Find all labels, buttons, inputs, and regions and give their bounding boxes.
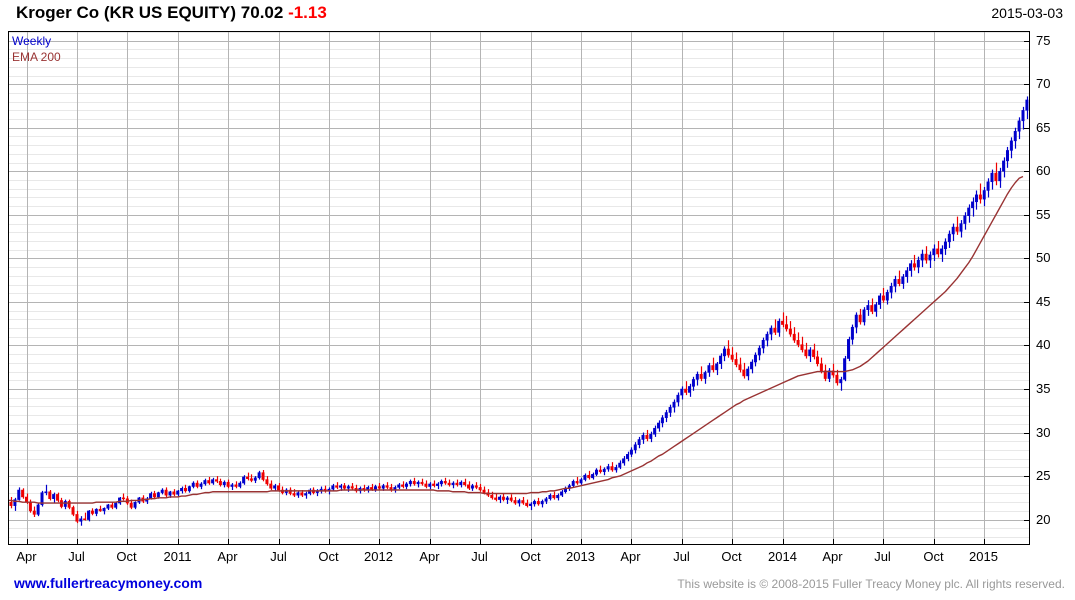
x-axis-tick-label: 2011 (163, 549, 192, 564)
x-axis-tick-label: Jul (673, 549, 690, 564)
axis-tick-marks (27, 41, 1029, 544)
instrument-title: Kroger Co (KR US EQUITY) 70.02 (16, 3, 284, 22)
footer-site-link[interactable]: www.fullertreacymoney.com (14, 575, 203, 591)
y-axis-tick-label: 50 (1036, 249, 1051, 265)
y-axis-tick-label: 70 (1036, 75, 1051, 91)
x-axis-tick-label: Jul (471, 549, 488, 564)
chart-header: Kroger Co (KR US EQUITY) 70.02 -1.13 201… (0, 0, 1075, 28)
page-title: Kroger Co (KR US EQUITY) 70.02 -1.13 (16, 3, 327, 23)
x-axis-tick-label: Oct (520, 549, 541, 564)
y-axis-tick-label: 65 (1036, 119, 1051, 135)
footer-copyright: This website is © 2008-2015 Fuller Treac… (677, 577, 1065, 591)
legend-series-weekly: Weekly (12, 34, 52, 48)
x-axis-tick-label: Oct (923, 549, 944, 564)
candlestick-series (9, 96, 1029, 526)
x-axis-tick-label: 2015 (969, 549, 998, 564)
x-axis-tick-label: 2014 (768, 549, 797, 564)
y-axis-tick-label: 75 (1036, 32, 1051, 48)
major-gridlines (9, 41, 1029, 521)
legend-overlay-ema200: EMA 200 (12, 50, 61, 64)
y-axis-tick-label: 55 (1036, 206, 1051, 222)
x-axis-tick-label: Oct (116, 549, 137, 564)
minor-gridlines (9, 32, 1029, 538)
y-axis-tick-label: 35 (1036, 380, 1051, 396)
x-axis-tick-label: Apr (16, 549, 37, 564)
x-axis-tick-label: Jul (270, 549, 287, 564)
y-axis-tick-label: 30 (1036, 424, 1051, 440)
chart-date: 2015-03-03 (991, 5, 1063, 21)
x-axis-tick-label: Jul (874, 549, 891, 564)
y-axis-tick-label: 40 (1036, 336, 1051, 352)
y-axis-tick-label: 20 (1036, 511, 1051, 527)
y-axis-tick-label: 60 (1036, 162, 1051, 178)
x-axis-tick-label: 2013 (566, 549, 595, 564)
x-axis-tick-label: 2012 (364, 549, 393, 564)
x-axis-tick-label: Apr (217, 549, 238, 564)
x-axis-tick-label: Apr (419, 549, 440, 564)
ema-200-line (9, 175, 1024, 504)
x-axis-tick-label: Jul (68, 549, 85, 564)
x-axis-tick-label: Oct (721, 549, 742, 564)
x-axis-tick-label: Apr (620, 549, 641, 564)
chart-legend: Weekly EMA 200 (12, 33, 61, 65)
x-axis-tick-label: Apr (822, 549, 843, 564)
chart-plot-area[interactable] (8, 31, 1030, 545)
y-axis-tick-label: 25 (1036, 467, 1051, 483)
x-axis-tick-label: Oct (318, 549, 339, 564)
price-change: -1.13 (288, 3, 327, 22)
y-axis-tick-label: 45 (1036, 293, 1051, 309)
vertical-gridlines (27, 32, 985, 544)
candlestick-chart-svg (9, 32, 1029, 544)
